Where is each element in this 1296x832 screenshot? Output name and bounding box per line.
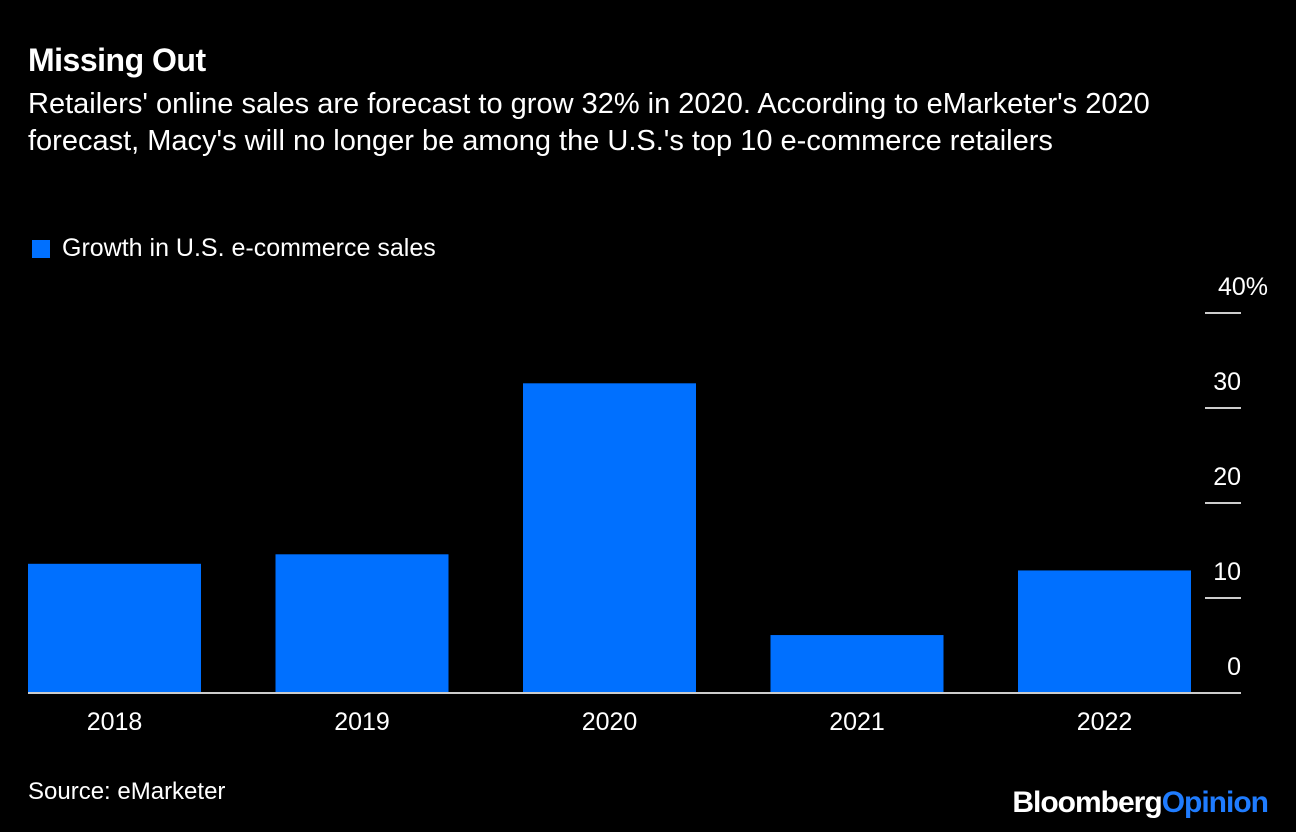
y-tick-label: 30 <box>1213 368 1241 396</box>
y-tick-label: 0 <box>1227 653 1241 681</box>
legend-swatch <box>32 239 50 258</box>
y-tick-label: 10 <box>1213 558 1241 586</box>
bar-2018 <box>28 563 201 693</box>
bar-2022 <box>1018 570 1191 693</box>
bloomberg-opinion-logo: BloombergOpinion <box>1012 786 1269 819</box>
y-tick-label: 40% <box>1218 273 1268 301</box>
bar-2021 <box>770 635 944 693</box>
x-tick-label: 2019 <box>334 708 390 736</box>
legend: Growth in U.S. e-commerce sales <box>32 234 436 263</box>
x-tick-label: 2018 <box>87 708 143 736</box>
x-tick-label: 2021 <box>829 708 885 736</box>
chart-title: Missing Out <box>28 42 206 78</box>
x-tick-label: 2020 <box>582 708 638 736</box>
y-tick-label: 20 <box>1213 463 1241 491</box>
bar-2019 <box>275 554 449 693</box>
source-note: Source: eMarketer <box>28 778 226 805</box>
legend-label: Growth in U.S. e-commerce sales <box>62 234 436 262</box>
chart-subtitle: Retailers' online sales are forecast to … <box>28 88 1150 157</box>
bar-2020 <box>523 383 696 693</box>
x-tick-label: 2022 <box>1077 708 1133 736</box>
